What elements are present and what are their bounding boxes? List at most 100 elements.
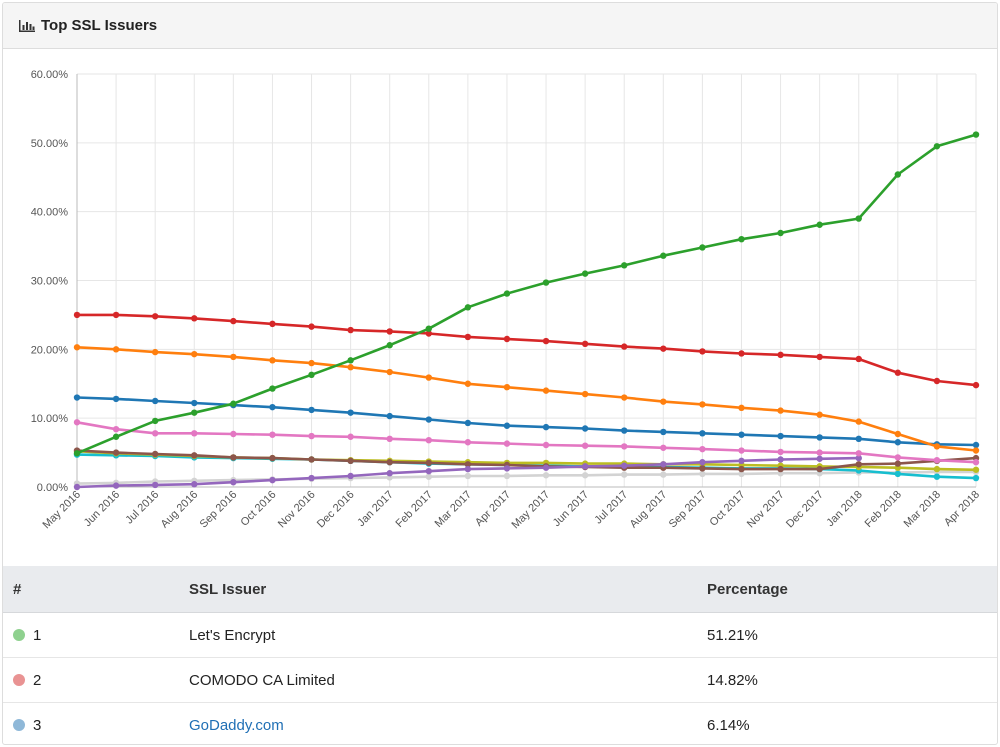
data-point: [777, 456, 784, 463]
data-point: [855, 450, 862, 457]
data-point: [777, 229, 784, 237]
y-tick-label: 50.00%: [31, 138, 69, 150]
data-point: [425, 467, 432, 475]
data-point: [972, 381, 980, 389]
data-point: [816, 411, 823, 418]
data-point: [621, 443, 628, 450]
data-point: [191, 409, 198, 416]
y-tick-label: 40.00%: [31, 207, 69, 219]
data-point: [347, 364, 354, 371]
series-line: [76, 346, 977, 452]
x-tick-label: Jan 2017: [355, 489, 395, 529]
x-tick-label: Nov 2016: [276, 489, 318, 531]
data-point: [230, 400, 237, 407]
table-header-row: # SSL Issuer Percentage: [3, 566, 997, 613]
x-tick-label: Dec 2016: [315, 489, 357, 531]
data-point: [660, 444, 667, 451]
data-point: [816, 449, 823, 456]
panel-heading: Top SSL Issuers: [3, 3, 997, 49]
data-point: [73, 394, 81, 401]
data-point: [151, 481, 159, 489]
data-point: [738, 465, 745, 473]
data-point: [269, 476, 276, 484]
rank-cell: 1: [33, 626, 42, 644]
data-point: [347, 409, 354, 416]
data-point: [151, 430, 159, 437]
data-point: [73, 483, 81, 491]
data-point: [542, 337, 550, 345]
data-point: [894, 439, 902, 446]
x-tick-label: Aug 2016: [159, 489, 201, 531]
data-point: [816, 353, 823, 361]
data-point: [699, 445, 706, 453]
rank-cell: 2: [33, 671, 42, 689]
issuer-link[interactable]: GoDaddy.com: [189, 716, 284, 734]
data-point: [660, 471, 667, 478]
x-tick-label: May 2017: [510, 489, 553, 532]
data-point: [777, 351, 784, 359]
data-point: [894, 470, 902, 478]
data-point: [738, 350, 745, 357]
data-point: [503, 335, 511, 343]
data-point: [855, 215, 862, 222]
data-point: [542, 387, 550, 394]
data-point: [933, 456, 941, 464]
data-point: [816, 221, 823, 228]
data-point: [503, 465, 511, 472]
x-tick-label: Apr 2017: [473, 489, 513, 529]
bar-chart-icon: [19, 19, 35, 32]
data-point: [894, 460, 902, 467]
data-point: [972, 131, 980, 138]
data-point: [542, 441, 550, 449]
data-point: [269, 320, 276, 328]
data-point: [464, 380, 472, 387]
data-point: [660, 398, 667, 405]
x-tick-label: Jan 2018: [824, 489, 864, 529]
data-point: [816, 465, 823, 473]
y-tick-label: 60.00%: [31, 69, 69, 81]
data-point: [503, 440, 511, 447]
data-point: [425, 374, 432, 381]
series-line: [76, 470, 976, 485]
data-point: [269, 431, 276, 438]
data-point: [581, 340, 589, 348]
y-tick-label: 10.00%: [31, 413, 69, 425]
data-point: [386, 368, 393, 376]
data-point: [855, 435, 862, 443]
data-point: [112, 311, 120, 319]
table-row: 3 GoDaddy.com 6.14%: [3, 702, 997, 744]
data-point: [738, 431, 745, 438]
data-point: [464, 333, 472, 341]
data-point: [777, 432, 784, 440]
header-percentage: Percentage: [707, 566, 997, 613]
data-point: [347, 472, 354, 480]
data-point: [816, 455, 823, 462]
data-point: [464, 465, 472, 473]
data-point: [855, 355, 862, 363]
data-point: [151, 313, 159, 320]
header-issuer: SSL Issuer: [189, 566, 707, 613]
y-tick-label: 30.00%: [31, 276, 69, 288]
data-point: [894, 454, 902, 461]
series-line: [76, 396, 977, 447]
x-tick-label: Jul 2017: [592, 489, 630, 527]
data-point: [542, 423, 550, 431]
data-point: [972, 441, 980, 449]
data-point: [738, 404, 745, 412]
data-point: [73, 344, 81, 351]
data-point: [151, 397, 159, 405]
header-rank: #: [3, 566, 189, 613]
series-line: [76, 421, 977, 464]
percentage-cell: 51.21%: [707, 612, 997, 658]
data-point: [894, 430, 902, 438]
line-chart: 0.00% 10.00% 20.00% 30.00% 40.00% 50.00% 60.00…: [3, 50, 997, 566]
data-point: [581, 472, 589, 479]
data-point: [425, 416, 432, 423]
x-tick-label: Feb 2018: [863, 489, 904, 530]
x-tick-label: May 2016: [40, 489, 83, 532]
data-point: [191, 481, 198, 488]
data-point: [308, 474, 315, 482]
data-point: [621, 427, 628, 434]
table-row: 1 Let's Encrypt 51.21%: [3, 612, 997, 658]
data-point: [503, 383, 511, 391]
